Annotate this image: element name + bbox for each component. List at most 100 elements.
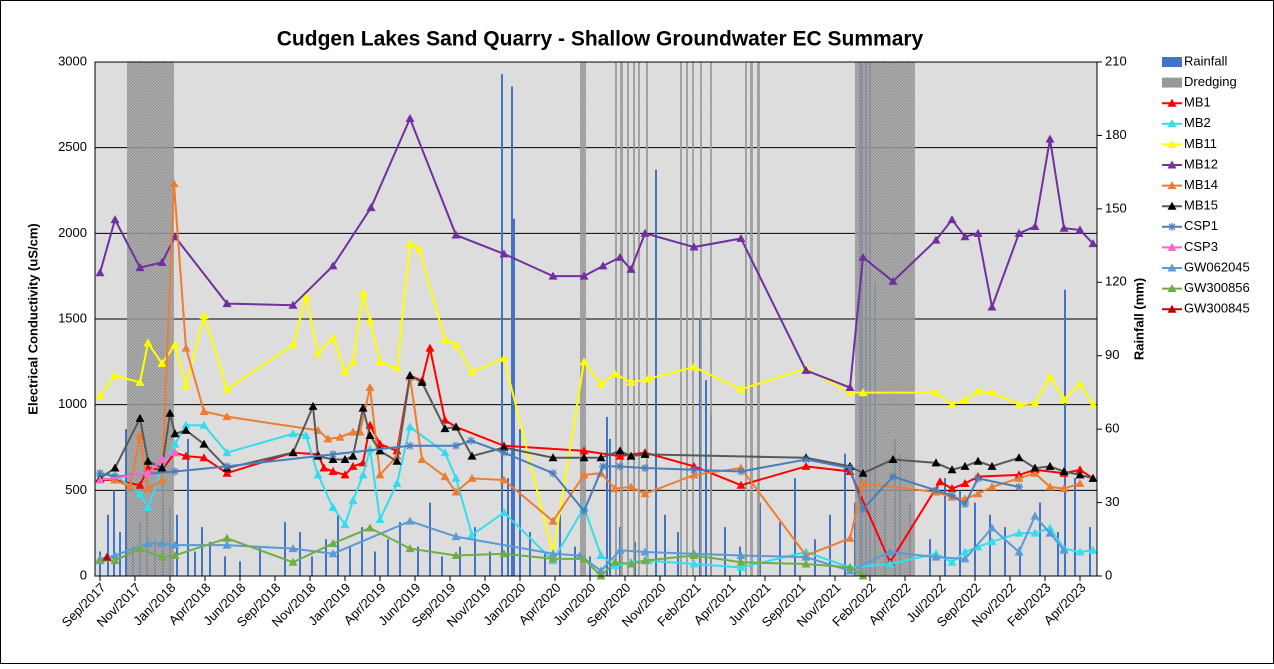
data-point — [640, 228, 650, 237]
rain-bar — [606, 416, 608, 576]
data-point — [95, 268, 105, 277]
rain-bar — [259, 546, 261, 576]
data-point — [579, 554, 589, 563]
data-point — [451, 550, 461, 559]
data-point — [329, 450, 337, 459]
rain-bar — [459, 546, 461, 576]
data-point — [689, 470, 699, 479]
data-point — [467, 451, 477, 460]
rain-bar — [337, 514, 339, 576]
rain-bar — [989, 514, 991, 576]
data-point — [222, 384, 232, 393]
rain-bar — [349, 546, 351, 576]
rain-bar — [511, 86, 513, 576]
rain-bar — [779, 522, 781, 576]
data-point — [499, 508, 509, 517]
data-point — [1030, 221, 1040, 230]
data-point — [1075, 470, 1085, 479]
legend-label: GW062045 — [1184, 259, 1250, 274]
data-point — [143, 484, 153, 493]
data-point — [313, 348, 323, 357]
data-point — [1014, 228, 1024, 237]
rain-bar — [125, 429, 127, 576]
data-point — [947, 465, 957, 474]
rain-bar — [814, 539, 816, 576]
data-point — [365, 523, 375, 532]
data-point — [974, 474, 982, 483]
rain-bar — [974, 502, 976, 576]
data-point — [579, 470, 589, 479]
legend-label: Dredging — [1184, 74, 1237, 89]
data-point — [499, 443, 509, 451]
data-point — [375, 470, 385, 479]
data-point — [973, 386, 983, 395]
data-point — [199, 311, 209, 320]
data-point — [157, 257, 167, 266]
legend-label: MB12 — [1184, 156, 1218, 171]
data-point — [1030, 398, 1040, 407]
data-point — [110, 215, 120, 224]
data-point — [1075, 225, 1085, 234]
data-point — [615, 545, 625, 554]
data-point — [440, 424, 450, 433]
rain-bar — [489, 551, 491, 576]
rain-bar — [724, 527, 726, 576]
data-point — [135, 377, 145, 386]
data-point — [451, 487, 461, 496]
rain-bar — [929, 539, 931, 576]
legend-label: CSP3 — [1184, 239, 1218, 254]
data-point — [405, 516, 415, 525]
data-point — [626, 451, 636, 460]
data-point — [143, 538, 153, 547]
y2-tick-label: 30 — [1105, 494, 1119, 509]
data-point — [987, 388, 997, 397]
data-point — [579, 271, 589, 280]
data-point — [170, 550, 180, 559]
data-point — [615, 451, 625, 460]
rain-bar — [325, 539, 327, 576]
data-point — [451, 422, 461, 431]
data-point — [405, 422, 415, 431]
data-point — [626, 264, 636, 273]
data-point — [125, 482, 135, 491]
data-point — [736, 550, 746, 559]
y2-tick-label: 60 — [1105, 421, 1119, 436]
series-line — [100, 347, 1094, 565]
data-point — [858, 478, 868, 487]
data-point — [1088, 545, 1098, 554]
data-point — [845, 533, 855, 542]
data-point — [736, 233, 746, 242]
data-point — [157, 454, 167, 463]
data-point — [1030, 463, 1040, 472]
data-point — [736, 480, 746, 489]
data-point — [328, 261, 338, 270]
legend-label: GW300856 — [1184, 280, 1250, 295]
data-point — [199, 420, 209, 429]
dredging-span — [710, 62, 712, 576]
data-point — [1075, 465, 1085, 474]
rain-bar — [844, 453, 846, 576]
data-point — [440, 415, 450, 424]
rain-bar — [794, 478, 796, 576]
data-point — [548, 453, 558, 462]
data-point — [414, 244, 424, 253]
series-line — [99, 451, 176, 482]
data-point — [948, 491, 956, 500]
data-point — [689, 242, 699, 251]
data-point — [845, 562, 855, 571]
data-point — [1045, 482, 1055, 491]
data-point — [640, 449, 650, 458]
rain-bar — [544, 551, 546, 576]
data-point — [288, 448, 298, 457]
data-point — [499, 549, 509, 558]
data-point — [348, 461, 358, 470]
rain-bar — [664, 514, 666, 576]
data-point — [1014, 453, 1024, 462]
legend-label: CSP1 — [1184, 218, 1218, 233]
dredging-span — [757, 62, 760, 576]
legend-marker — [1167, 181, 1177, 190]
data-point — [157, 475, 167, 484]
data-point — [801, 365, 811, 374]
data-point — [689, 550, 699, 559]
data-point — [973, 456, 983, 465]
